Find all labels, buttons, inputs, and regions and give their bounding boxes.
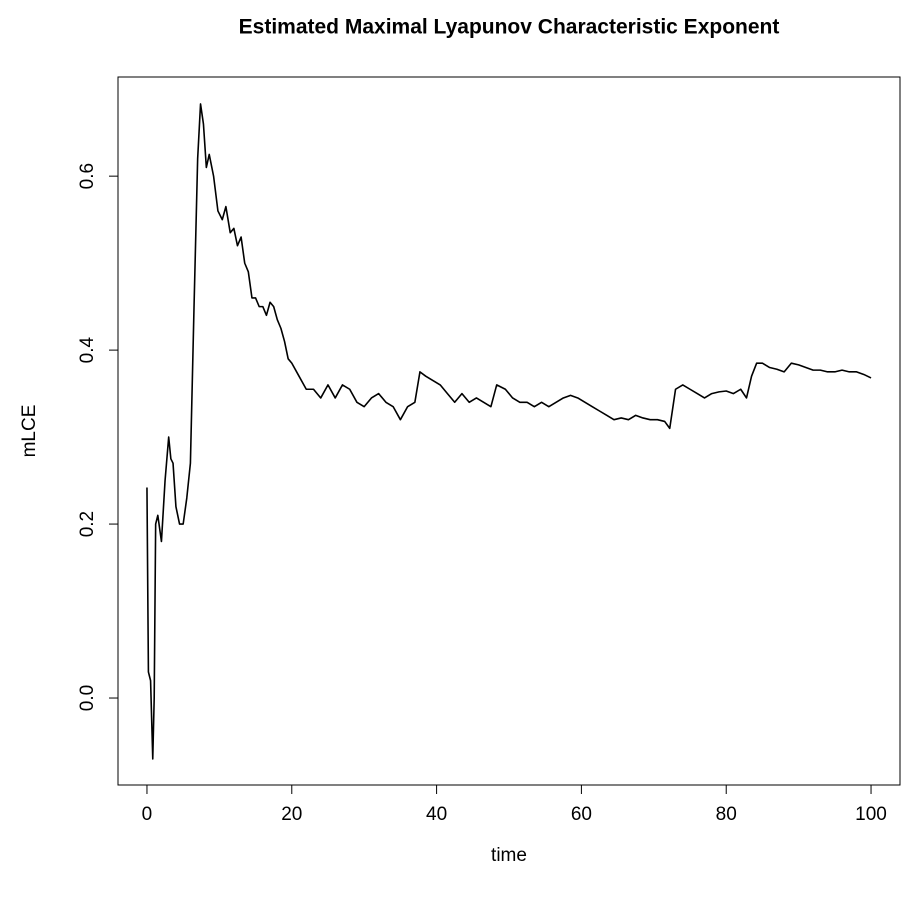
y-axis-label: mLCE <box>19 405 40 458</box>
x-tick-label: 40 <box>426 804 447 825</box>
chart-title: Estimated Maximal Lyapunov Characteristi… <box>239 16 780 39</box>
x-tick-label: 80 <box>716 804 737 825</box>
data-line <box>146 103 872 760</box>
y-tick-label: 0.0 <box>77 685 98 711</box>
x-axis-label: time <box>491 845 527 866</box>
x-tick-label: 60 <box>571 804 592 825</box>
x-tick-label: 20 <box>281 804 302 825</box>
x-tick-label: 0 <box>142 804 153 825</box>
y-tick-label: 0.6 <box>77 163 98 189</box>
y-tick-label: 0.4 <box>77 336 98 363</box>
x-tick-label: 100 <box>855 804 887 825</box>
y-tick-label: 0.2 <box>77 511 98 537</box>
